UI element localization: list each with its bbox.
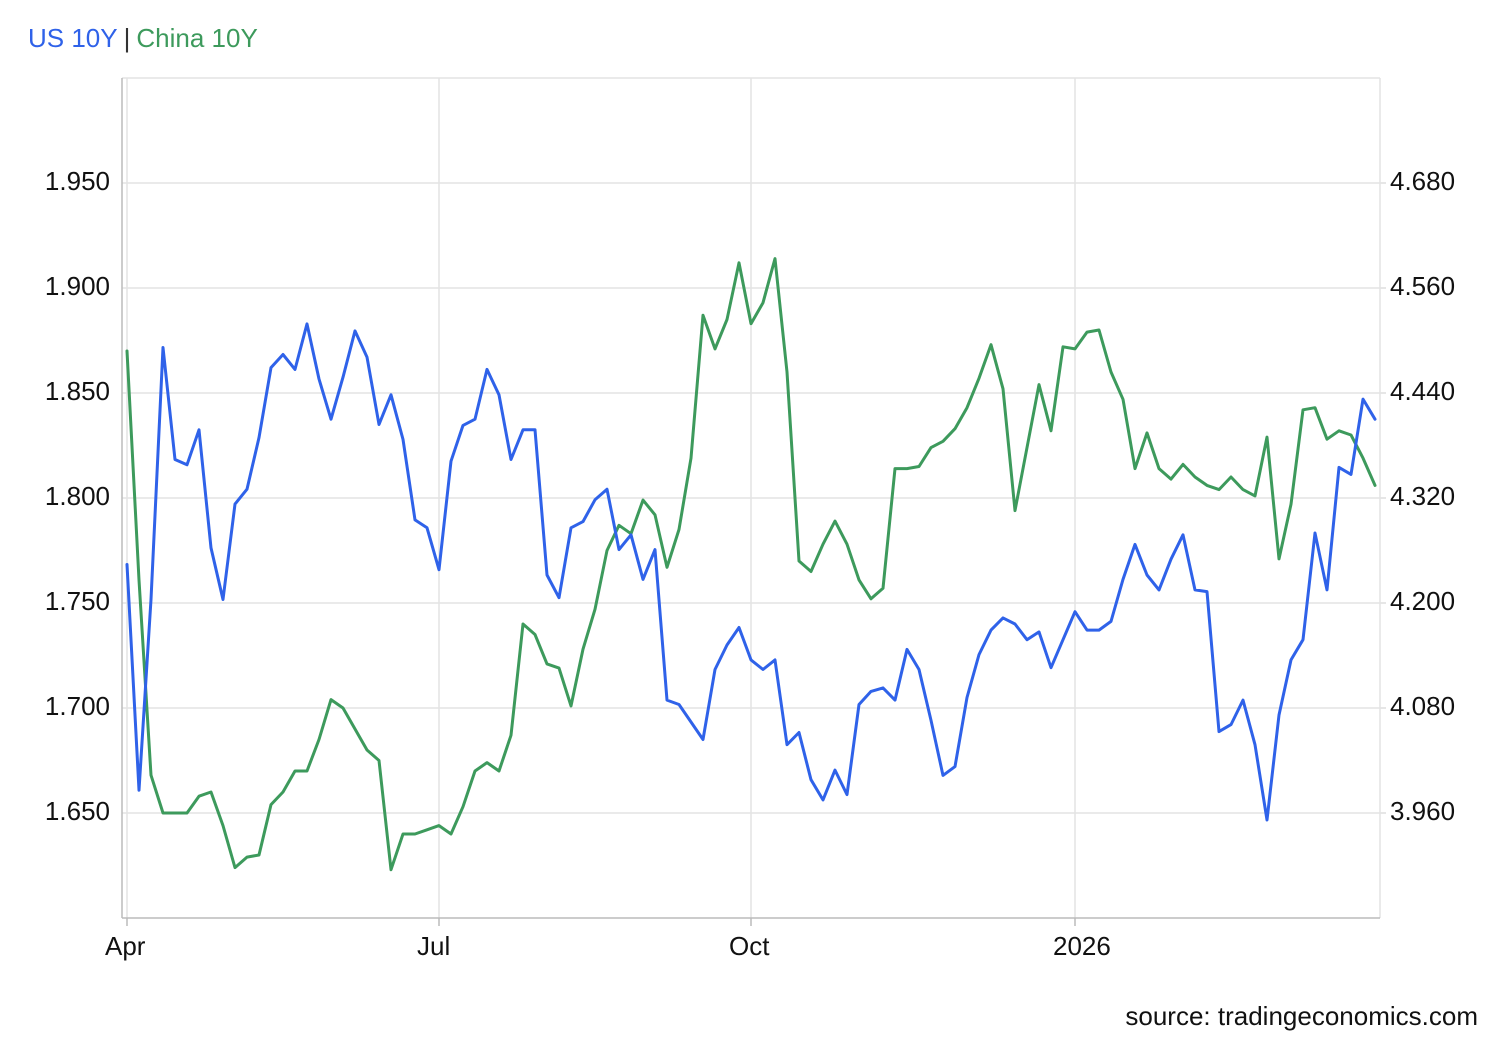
y2-tick-label: 4.080 [1390,691,1455,721]
y2-tick-label: 4.680 [1390,166,1455,196]
y2-tick-label: 4.200 [1390,586,1455,616]
y-tick-label: 1.650 [45,796,110,826]
legend-separator: | [124,23,131,53]
y-tick-label: 1.900 [45,271,110,301]
y-tick-label: 1.850 [45,376,110,406]
x-tick-label: 2026 [1053,931,1111,961]
x-tick-label: Oct [729,931,770,961]
y2-tick-label: 4.440 [1390,376,1455,406]
x-tick-label: Jul [417,931,450,961]
series-line [125,322,1377,822]
series-line [125,257,1377,872]
y-tick-label: 1.950 [45,166,110,196]
legend: US 10Y | China 10Y [28,23,258,53]
x-tick-label: Apr [105,931,146,961]
legend-entry: China 10Y [136,23,257,53]
y-tick-label: 1.750 [45,586,110,616]
y2-tick-label: 4.320 [1390,481,1455,511]
y-tick-label: 1.700 [45,691,110,721]
y2-tick-label: 4.560 [1390,271,1455,301]
y2-tick-label: 3.960 [1390,796,1455,826]
y-tick-label: 1.800 [45,481,110,511]
legend-entry: US 10Y [28,23,118,53]
source-note: source: tradingeconomics.com [1125,1001,1478,1031]
